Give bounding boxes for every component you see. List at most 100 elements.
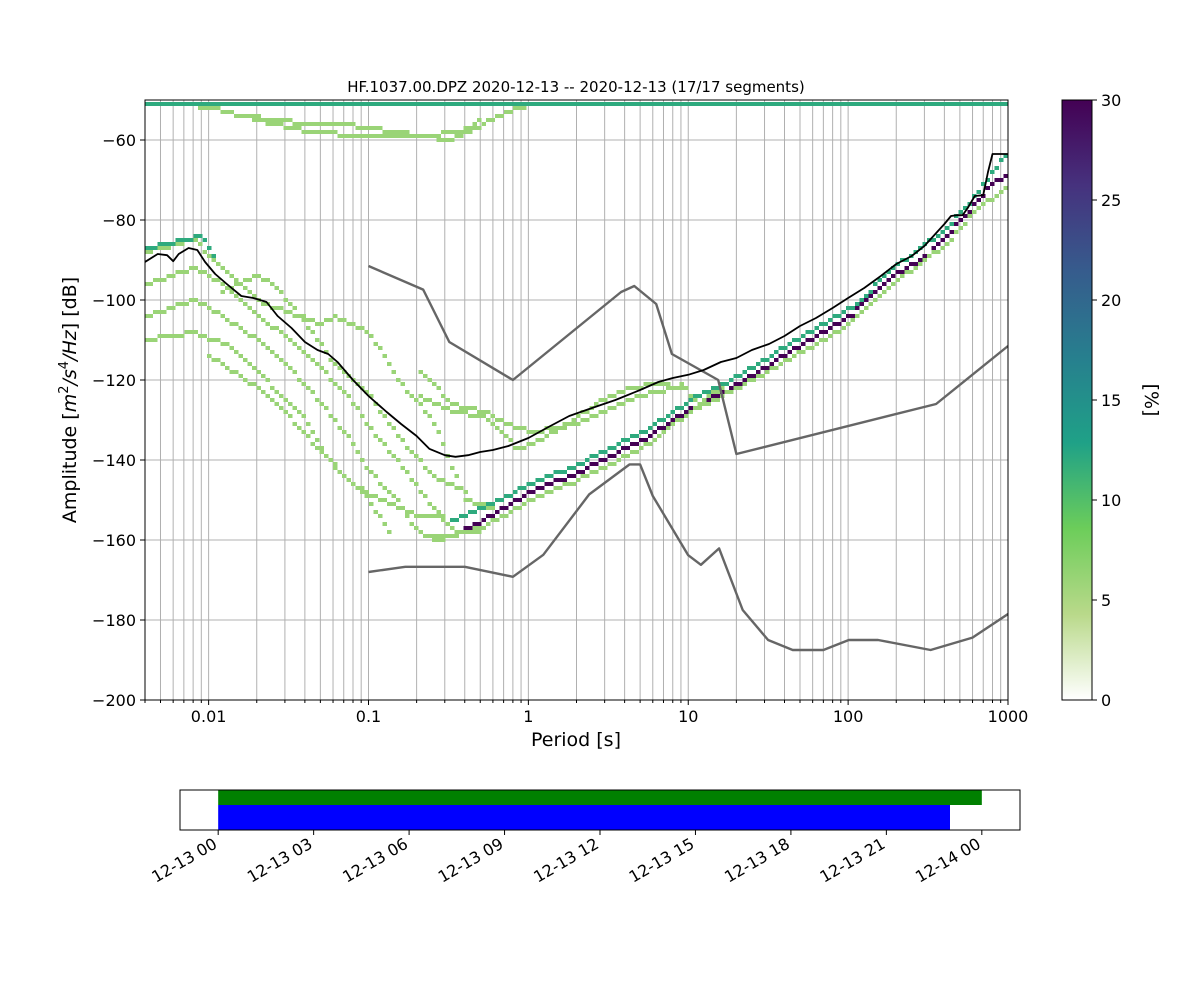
- ridge-upper-edge-cell: [855, 302, 860, 306]
- top-edge-strip-cell: [292, 102, 297, 106]
- ridge-upper-edge-cell: [567, 466, 572, 470]
- ridge-lower-edge-cell: [630, 450, 635, 454]
- microseism-plateau-upper-cell: [423, 374, 428, 378]
- microseism-plateau-upper-cell: [684, 386, 689, 390]
- microseism-plateau-upper-cell: [508, 422, 513, 426]
- dominant-ridge-cell: [769, 362, 774, 366]
- scatter-fan-4-cell: [145, 338, 149, 342]
- scatter-fan-2-cell: [153, 278, 158, 282]
- microseism-plateau-upper-cell: [715, 390, 720, 394]
- colorbar-gradient: [1061, 99, 1093, 701]
- scatter-fan-3-cell: [175, 302, 180, 306]
- scatter-fan-3-cell: [441, 538, 446, 542]
- dominant-ridge-cell: [594, 462, 599, 466]
- scatter-fan-4-cell: [333, 466, 338, 470]
- microseism-plateau-upper-cell: [657, 382, 662, 386]
- top-edge-strip-cell: [742, 102, 747, 106]
- scatter-fan-4-cell: [301, 414, 306, 418]
- microseism-plateau-lower-cell: [580, 418, 585, 422]
- microseism-plateau-upper-cell: [436, 386, 441, 390]
- ridge-lower-edge-cell: [729, 390, 734, 394]
- scatter-fan-3-cell: [324, 406, 329, 410]
- top-edge-strip-cell: [760, 102, 765, 106]
- scatter-fan-2-cell: [252, 310, 257, 314]
- top-artifact-1-cell: [495, 114, 500, 118]
- scatter-fan-3-cell: [243, 330, 248, 334]
- microseism-plateau-lower-cell: [468, 414, 473, 418]
- top-edge-strip-cell: [382, 102, 387, 106]
- microseism-plateau-upper-cell: [571, 418, 576, 422]
- ridge-lower-edge-cell: [864, 306, 869, 310]
- dominant-ridge-cell: [913, 262, 918, 266]
- scatter-fan-1-cell: [346, 322, 351, 326]
- scatter-fan-3-cell: [256, 338, 261, 342]
- top-edge-strip-cell: [216, 102, 221, 106]
- top-edge-strip-cell: [877, 102, 882, 106]
- scatter-fan-2-cell: [387, 450, 392, 454]
- microseism-plateau-lower-cell: [531, 442, 536, 446]
- ridge-lower-edge-cell: [693, 406, 698, 410]
- scatter-fan-3-cell: [157, 310, 162, 314]
- microseism-plateau-lower-cell: [540, 438, 545, 442]
- top-edge-strip-cell: [616, 102, 621, 106]
- scatter-fan-6-cell: [378, 410, 383, 414]
- top-artifact-2-cell: [445, 130, 450, 134]
- scatter-fan-6-cell: [270, 282, 275, 286]
- dominant-ridge-cell: [549, 482, 554, 486]
- ridge-upper-edge-cell: [612, 446, 617, 450]
- dominant-ridge-cell: [873, 290, 878, 294]
- top-artifact-2-cell: [274, 122, 279, 126]
- microseism-plateau-lower-cell: [657, 390, 662, 394]
- microseism-plateau-upper-cell: [418, 370, 423, 374]
- ridge-upper-edge-cell: [621, 438, 626, 442]
- scatter-fan-2-cell: [441, 518, 446, 522]
- ridge-lower-edge-cell: [792, 354, 797, 358]
- microseism-plateau-upper-cell: [702, 398, 707, 402]
- ridge-lower-edge-cell: [504, 514, 509, 518]
- scatter-fan-4-cell: [315, 438, 320, 442]
- microseism-plateau-lower-cell: [423, 398, 428, 402]
- top-edge-strip-cell: [900, 102, 905, 106]
- top-artifact-1-cell: [274, 118, 279, 122]
- top-edge-strip-cell: [324, 102, 329, 106]
- scatter-fan-4-cell: [265, 378, 270, 382]
- scatter-fan-1-cell: [175, 242, 180, 246]
- ridge-lower-edge-cell: [742, 382, 747, 386]
- top-artifact-2-cell: [351, 134, 356, 138]
- colorbar-tick-label: 30: [1101, 91, 1121, 110]
- ridge-lower-edge-cell: [751, 378, 756, 382]
- ridge-lower-edge-cell: [963, 222, 968, 226]
- y-tick-label: −140: [92, 451, 136, 470]
- scatter-fan-1-cell: [319, 322, 324, 326]
- scatter-fan-1-cell: [360, 326, 365, 330]
- top-edge-strip-cell: [738, 102, 743, 106]
- top-edge-strip-cell: [297, 102, 302, 106]
- top-edge-strip-cell: [706, 102, 711, 106]
- top-edge-strip-cell: [621, 102, 626, 106]
- scatter-fan-5-cell: [310, 442, 315, 446]
- top-artifact-2-cell: [315, 130, 320, 134]
- top-edge-strip-cell: [229, 102, 234, 106]
- scatter-fan-6-cell: [432, 474, 437, 478]
- top-edge-strip-cell: [328, 102, 333, 106]
- scatter-fan-2-cell: [346, 394, 351, 398]
- scatter-fan-1-cell: [342, 318, 347, 322]
- microseism-plateau-lower-cell: [598, 410, 603, 414]
- top-edge-strip-cell: [432, 102, 437, 106]
- dominant-ridge-cell: [580, 470, 585, 474]
- top-edge-strip-cell: [936, 102, 941, 106]
- scatter-fan-6-cell: [261, 278, 266, 282]
- ridge-lower-edge-cell: [886, 286, 891, 290]
- scatter-fan-2-cell: [207, 274, 212, 278]
- top-artifact-2-cell: [468, 126, 473, 130]
- ridge-lower-edge-cell: [616, 458, 621, 462]
- top-artifact-1-cell: [450, 138, 455, 142]
- top-edge-strip-cell: [495, 102, 500, 106]
- top-edge-strip-cell: [355, 102, 360, 106]
- scatter-fan-6-cell: [301, 318, 306, 322]
- ridge-lower-edge-cell: [819, 338, 824, 342]
- ridge-upper-edge-cell: [702, 390, 707, 394]
- scatter-fan-6-cell: [382, 414, 387, 418]
- ridge-lower-edge-cell: [522, 502, 527, 506]
- scatter-fan-6-cell: [319, 342, 324, 346]
